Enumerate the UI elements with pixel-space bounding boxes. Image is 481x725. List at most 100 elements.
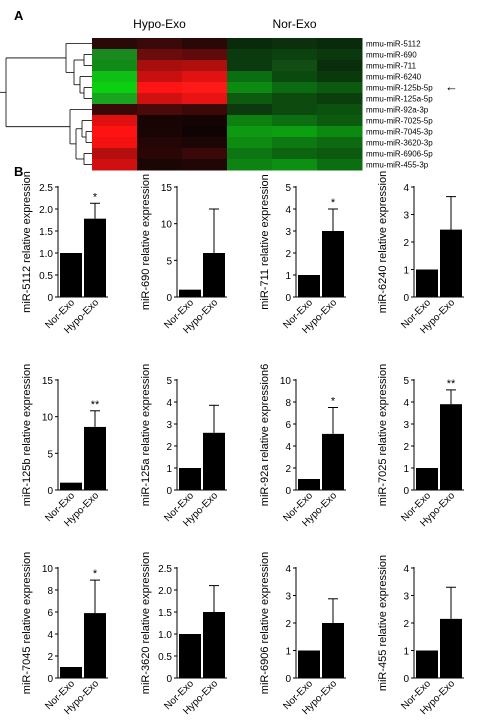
bar: [84, 426, 106, 490]
y-tick-label: 1: [403, 464, 409, 475]
heatmap-cell: [272, 60, 318, 72]
heatmap-cell: [272, 148, 318, 160]
y-axis-title: miR-3620 relative expression: [140, 552, 152, 694]
y-tick-label: 0: [47, 674, 53, 685]
y-tick-label: 0: [403, 486, 409, 497]
bar: [84, 218, 106, 297]
bar-chart: miR-3620 relative expression 0 0.5 1.0 1.5 2.…: [140, 552, 227, 717]
y-tick-label: 4: [403, 398, 409, 409]
bar-chart: miR-711 relative expression 012345Nor-Exo…: [259, 174, 346, 336]
y-tick-label: 1: [403, 266, 409, 277]
y-tick-label: 1: [403, 647, 409, 658]
y-axis-title: miR-690 relative expression: [140, 174, 152, 310]
y-tick-label: 2.5: [39, 183, 53, 194]
y-tick-label: 2.0: [39, 205, 53, 216]
y-tick-label: 0: [285, 293, 291, 304]
heatmap-row-label: mmu-miR-7025-5p: [366, 117, 433, 126]
y-tick-label: 5: [166, 376, 172, 387]
heatmap-cell: [92, 137, 138, 149]
y-tick-label: 1: [285, 271, 291, 282]
heatmap-row-label: mmu-miR-5112: [366, 40, 421, 49]
significance-marker: **: [91, 399, 100, 411]
y-tick-label: 2: [166, 442, 172, 453]
bar-chart: miR-7045 relative expression 0246810Nor-E…: [21, 552, 108, 717]
heatmap-cell: [182, 137, 228, 149]
y-tick-label: 5: [285, 183, 291, 194]
y-tick-label: 2: [403, 619, 409, 630]
heatmap-cell: [272, 71, 318, 83]
y-tick-label: 0.5: [39, 271, 53, 282]
heatmap-cell: [182, 82, 228, 94]
bar: [179, 289, 201, 297]
y-tick-label: 4: [285, 442, 291, 453]
heatmap-row-label: mmu-miR-455-3p: [366, 161, 429, 170]
y-tick-label: 0: [47, 486, 53, 497]
y-axis-title: miR-5112 relative expression: [21, 171, 33, 313]
heatmap-row-label: mmu-miR-6906-5p: [366, 150, 433, 159]
heatmap-cell: [317, 115, 363, 127]
y-tick-label: 15: [42, 376, 54, 387]
heatmap-row-label: mmu-miR-690: [366, 51, 417, 60]
heatmap-cell: [317, 126, 363, 138]
heatmap-cell: [317, 137, 363, 149]
significance-marker: *: [331, 396, 336, 408]
heatmap-cell: [272, 126, 318, 138]
heatmap-cell: [182, 38, 228, 50]
heatmap-cell: [272, 104, 318, 116]
y-axis-title: miR-6240 relative expression: [377, 171, 389, 313]
heatmap-cell: [137, 60, 183, 72]
bar: [203, 432, 225, 490]
heatmap-cell: [92, 126, 138, 138]
heatmap-cell: [182, 148, 228, 160]
significance-marker: **: [447, 378, 456, 390]
y-axis-title: miR-711 relative expression: [259, 174, 271, 310]
y-tick-label: 0: [47, 293, 53, 304]
heatmap-cell: [317, 104, 363, 116]
heatmap-row-label: mmu-miR-3620-3p: [366, 139, 433, 148]
heatmap-cell: [272, 137, 318, 149]
y-tick-label: 3: [403, 211, 409, 222]
y-tick-label: 4: [403, 564, 409, 575]
y-tick-label: 3: [166, 420, 172, 431]
heatmap-cell: [317, 93, 363, 105]
heatmap-cell: [227, 159, 273, 171]
y-tick-label: 0.5: [158, 652, 172, 663]
heatmap-cell: [227, 60, 273, 72]
heatmap-cell: [92, 60, 138, 72]
heatmap-cell: [137, 104, 183, 116]
y-tick-label: 5: [403, 376, 409, 387]
y-tick-label: 2: [285, 249, 291, 260]
y-tick-label: 10: [42, 413, 54, 424]
bar: [84, 613, 106, 678]
heatmap-cell: [227, 93, 273, 105]
y-axis-title: miR-7045 relative expression: [21, 552, 33, 694]
bar: [179, 634, 201, 678]
heatmap-cell: [137, 137, 183, 149]
y-tick-label: 0: [166, 293, 172, 304]
heatmap-cell: [182, 71, 228, 83]
heatmap-cell: [92, 93, 138, 105]
y-tick-label: 4: [166, 398, 172, 409]
y-tick-label: 4: [285, 205, 291, 216]
heatmap-row-label: mmu-miR-7045-3p: [366, 128, 433, 137]
heatmap-cell: [227, 126, 273, 138]
y-tick-label: 0: [403, 674, 409, 685]
bar: [322, 623, 344, 678]
bar: [60, 253, 82, 297]
heatmap-cell: [92, 115, 138, 127]
bar-chart: miR-125b relative expression 051015Nor-Ex…: [21, 364, 108, 529]
heatmap-cell: [227, 104, 273, 116]
heatmap-cell: [137, 49, 183, 61]
y-tick-label: 1: [285, 647, 291, 658]
bar-chart: miR-6240 relative expression 01234Nor-Exo…: [377, 171, 464, 336]
heatmap-cell: [272, 82, 318, 94]
heatmap-cell: [137, 38, 183, 50]
heatmap-cell: [92, 104, 138, 116]
y-tick-label: 2.5: [158, 564, 172, 575]
heatmap-cell: [272, 38, 318, 50]
y-tick-label: 4: [47, 630, 53, 641]
bar: [60, 667, 82, 678]
y-tick-label: 15: [161, 183, 173, 194]
y-tick-label: 3: [403, 420, 409, 431]
bar: [298, 479, 320, 490]
